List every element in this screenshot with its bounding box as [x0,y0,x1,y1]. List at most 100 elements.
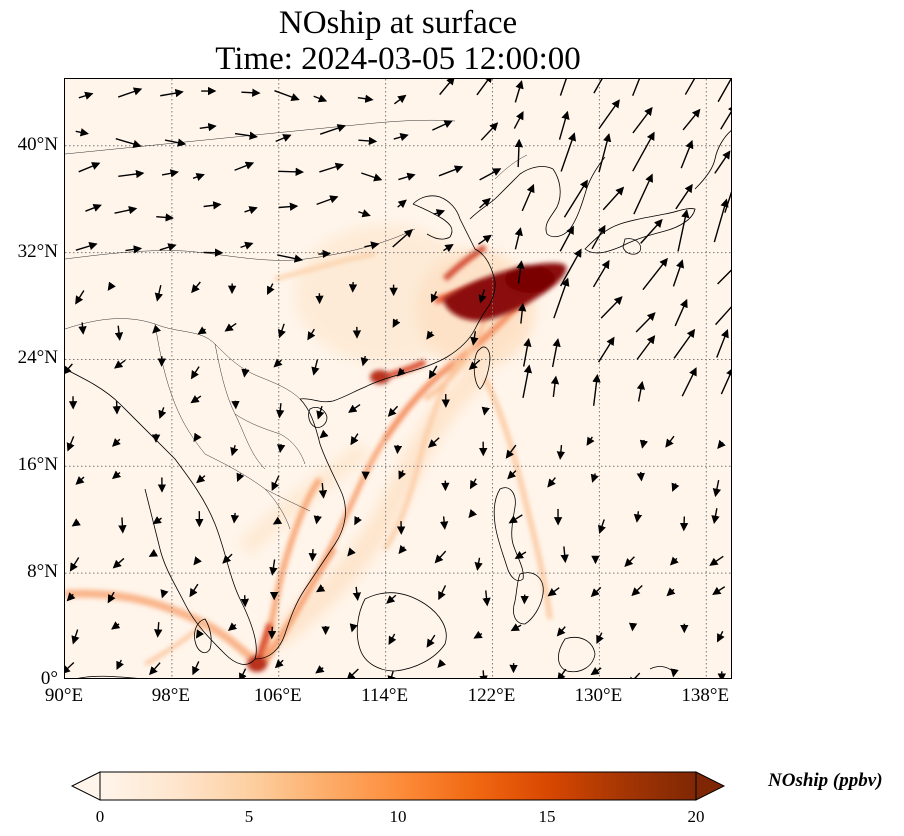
wind-arrow [240,241,254,250]
wind-arrow [274,90,300,102]
wind-arrow [156,213,174,222]
wind-arrow [712,480,722,498]
wind-arrow [236,472,245,482]
wind-arrow [350,433,359,446]
wind-arrow [149,662,161,676]
wind-arrow [559,79,567,96]
wind-arrow [267,283,275,295]
wind-arrow [277,254,303,263]
wind-arrow [547,477,556,488]
colorbar-tick-label: 10 [389,807,407,826]
wind-arrow [352,586,362,601]
wind-arrow [267,626,277,640]
wind-arrow [591,224,606,250]
wind-arrow [514,80,524,103]
wind-arrow [392,229,413,248]
wind-arrow [590,473,599,483]
y-tick-label: 40°N [17,133,58,155]
wind-arrow [476,79,493,96]
wind-arrow [75,290,85,305]
wind-vectors [65,79,731,678]
wind-arrow [665,435,675,448]
wind-arrow [474,557,483,571]
wind-arrow [319,124,346,135]
wind-arrow [313,94,328,103]
wind-arrow [361,172,383,182]
wind-arrow [164,138,187,147]
wind-arrow [560,546,569,564]
wind-arrow [358,136,378,146]
wind-arrow [319,162,344,173]
wind-arrow [507,470,517,480]
wind-arrow [75,242,98,251]
wind-arrow [274,659,284,669]
wind-arrow [348,403,361,413]
wind-arrow [75,476,85,485]
wind-arrow [190,366,200,380]
wind-arrow [717,79,731,103]
wind-arrow [112,557,125,569]
wind-arrow [670,668,679,678]
wind-arrow [364,241,380,250]
wind-arrow [193,556,202,566]
wind-arrow [432,120,453,131]
wind-arrow [69,557,80,572]
wind-arrow [197,326,207,335]
wind-arrow [148,549,159,557]
wind-arrow [316,195,339,206]
wind-arrow [192,173,205,181]
wind-arrow [78,162,101,173]
wind-arrow [674,298,688,327]
wind-arrow [308,549,317,562]
map-canvas [65,79,731,678]
wind-arrow [478,289,487,304]
x-tick-label: 90°E [44,685,84,706]
x-tick-label: 130°E [574,685,623,706]
wind-arrow [468,509,478,519]
wind-arrow [316,406,325,420]
y-tick-label: 32°N [17,240,58,262]
wind-arrow [672,259,684,287]
wind-arrow [720,367,731,395]
wind-arrow [714,150,731,174]
wind-arrow [71,518,81,527]
wind-arrow [190,395,202,404]
wind-arrow [443,244,454,253]
wind-arrow [709,555,724,566]
wind-arrow [717,630,725,643]
wind-arrow [311,359,320,376]
map-title: NOship at surface [278,5,518,41]
colorbar-scale [99,771,697,801]
wind-arrow [679,516,689,532]
wind-arrow [158,407,167,419]
wind-arrow [224,322,237,332]
wind-arrow [468,359,481,371]
wind-arrow [347,547,356,557]
wind-arrow [398,172,416,181]
x-tick-label: 138°E [681,685,730,706]
wind-arrow [673,328,696,359]
y-tick-label: 8°N [27,561,58,583]
wind-arrow [114,359,126,369]
wind-arrow [191,281,201,294]
wind-arrow [75,128,89,137]
wind-arrow [276,444,286,454]
wind-arrow [478,234,492,245]
wind-arrow [65,363,73,375]
map-background [65,79,731,678]
wind-arrow [479,670,488,678]
wind-arrow [556,626,566,637]
wind-arrow [393,133,409,142]
wind-arrow [313,515,322,525]
wind-arrow [632,79,641,97]
wind-arrow [521,183,535,212]
wind-arrow [276,403,285,419]
wind-arrow [557,668,567,678]
wind-arrow [600,296,623,319]
wind-arrow [318,482,328,499]
wind-arrow [107,591,116,604]
wind-arrow [598,99,620,130]
wind-arrow [516,260,525,284]
colorbar-tick-label: 15 [538,807,556,826]
gridlines [65,79,731,678]
